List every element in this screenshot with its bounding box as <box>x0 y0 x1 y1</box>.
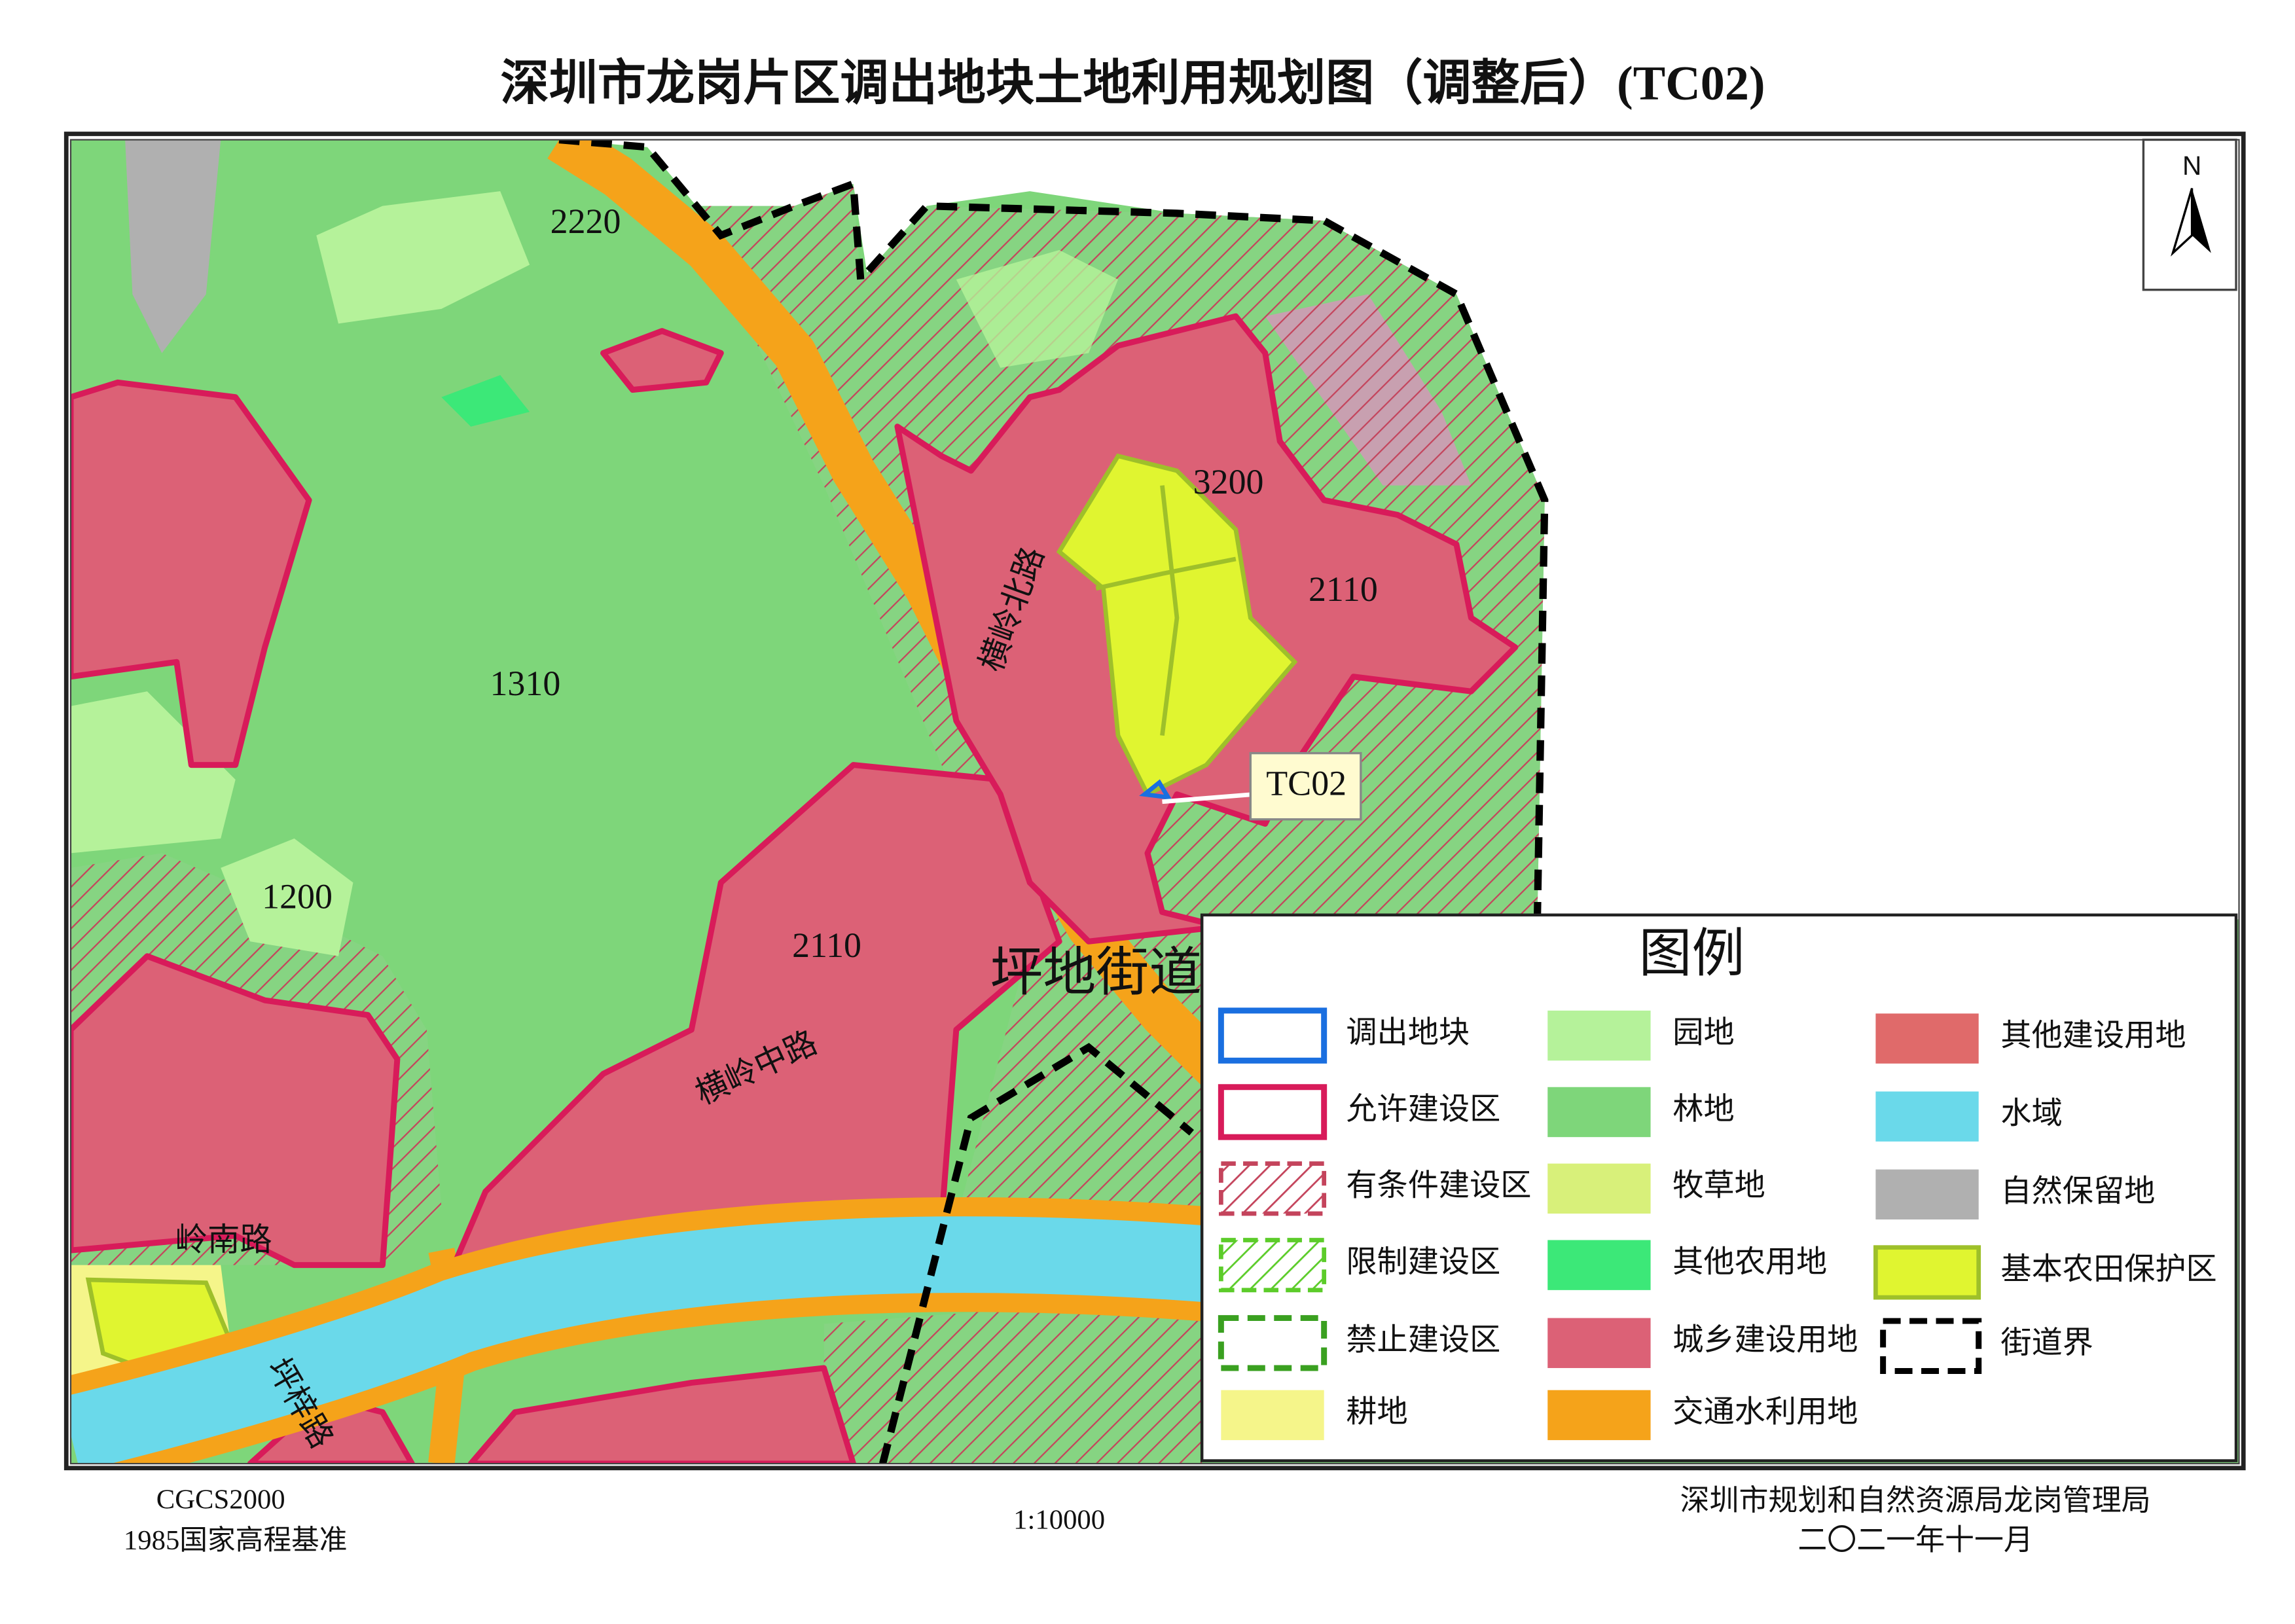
urban-land <box>70 379 312 768</box>
legend-label: 自然保留地 <box>2000 1175 2155 1209</box>
farm-path <box>1160 485 1180 736</box>
legend-box <box>1200 913 2238 1462</box>
legend-label: 园地 <box>1672 1016 1734 1050</box>
legend-swatch <box>1218 1161 1327 1216</box>
zone-code: 2110 <box>1309 569 1378 609</box>
reserve-land <box>125 139 221 353</box>
farm-path <box>1095 556 1237 591</box>
legend-swatch <box>1547 1240 1651 1290</box>
road-name: 岭南路 <box>175 1221 272 1257</box>
legend-swatch <box>1873 1245 1981 1300</box>
legend-swatch <box>1880 1318 1982 1374</box>
legend-swatch <box>1218 1007 1328 1064</box>
map-title: 深圳市龙岗片区调出地块土地利用规划图（调整后）(TC02) <box>500 57 1765 111</box>
map-frame <box>63 132 2246 1471</box>
other-farmland <box>441 375 530 427</box>
zone-code: 3200 <box>1193 462 1264 501</box>
legend-label: 耕地 <box>1346 1396 1407 1430</box>
legend-label: 街道界 <box>2000 1326 2093 1360</box>
legend: 图例 调出地块 允许建设区 有条件建设区 限制建设区 禁止建设区 耕地 园地 林… <box>1200 913 2238 1462</box>
street-boundary <box>879 1043 1195 1464</box>
garden-land <box>956 250 1119 368</box>
legend-swatch <box>1547 1010 1651 1061</box>
callout-label: TC02 <box>1266 764 1346 803</box>
garden-land <box>221 838 353 956</box>
street-name: 坪地街道 <box>990 944 1202 1002</box>
legend-swatch <box>1218 1315 1328 1371</box>
conditional-zone <box>823 1294 1202 1464</box>
garden-land <box>70 691 236 854</box>
map-inner-frame <box>69 139 2240 1465</box>
zone-code: 2220 <box>551 202 621 241</box>
urban-land <box>600 328 724 393</box>
river <box>70 1216 1224 1464</box>
transfer-parcel <box>1139 779 1172 801</box>
callout-leader <box>1162 792 1254 804</box>
footer-agency: 深圳市规划和自然资源局龙岗管理局 <box>1680 1484 2151 1517</box>
legend-swatch <box>1547 1390 1651 1441</box>
legend-label: 城乡建设用地 <box>1672 1324 1858 1358</box>
footer-crs: CGCS2000 <box>156 1484 285 1515</box>
legend-swatch <box>1547 1163 1651 1214</box>
map-body: 2220 3200 2110 1310 1200 2110 坪地街道 横岭北路 … <box>70 139 2239 1464</box>
legend-label: 调出地块 <box>1346 1016 1470 1050</box>
legend-swatch <box>1547 1087 1651 1138</box>
legend-swatch <box>1218 1238 1327 1293</box>
legend-swatch <box>1218 1084 1328 1140</box>
callout-box <box>1249 751 1362 821</box>
north-label: N <box>2182 151 2201 181</box>
legend-label: 限制建设区 <box>1346 1245 1500 1279</box>
zone-code: 1310 <box>490 664 560 703</box>
legend-label: 其他建设用地 <box>2000 1019 2186 1053</box>
legend-title: 图例 <box>1639 925 1745 983</box>
garden-land <box>316 191 530 324</box>
legend-label: 交通水利用地 <box>1672 1396 1858 1430</box>
legend-label: 基本农田保护区 <box>2000 1253 2216 1287</box>
legend-swatch <box>1875 1013 1979 1064</box>
urban-land <box>467 1365 857 1464</box>
urban-land <box>70 953 401 1269</box>
legend-swatch <box>1221 1390 1324 1441</box>
footer-date: 二〇二一年十一月 <box>1798 1524 2033 1557</box>
footer-scale: 1:10000 <box>1013 1505 1105 1536</box>
footer-datum: 1985国家高程基准 <box>124 1525 348 1556</box>
zone-code: 2110 <box>792 926 861 965</box>
legend-label: 允许建设区 <box>1346 1092 1500 1127</box>
zone-code: 1200 <box>262 877 333 916</box>
legend-label: 有条件建设区 <box>1346 1169 1531 1203</box>
legend-label: 其他农用地 <box>1672 1245 1827 1279</box>
conditional-zone <box>1265 294 1472 486</box>
legend-label: 牧草地 <box>1672 1169 1765 1203</box>
legend-swatch <box>1875 1091 1979 1142</box>
legend-label: 水域 <box>2000 1097 2062 1131</box>
legend-swatch <box>1547 1318 1651 1368</box>
legend-label: 禁止建设区 <box>1346 1324 1500 1358</box>
north-arrow <box>2192 188 2211 253</box>
outside-area <box>559 139 2239 920</box>
legend-swatch <box>1875 1169 1979 1219</box>
street-boundary <box>558 139 1549 920</box>
legend-label: 林地 <box>1672 1092 1734 1127</box>
